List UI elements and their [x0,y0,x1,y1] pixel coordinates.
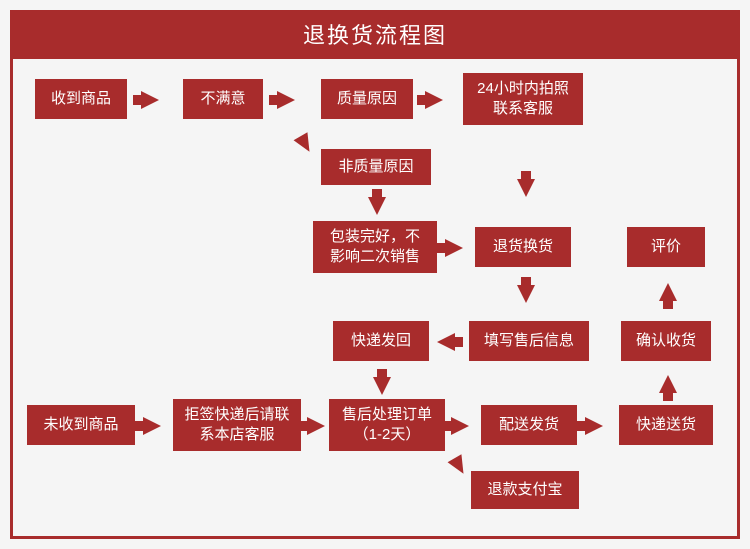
arrow-right-13 [585,417,603,435]
flowchart-frame: 退换货流程图 收到商品 不满意 质量原因 24小时内拍照联系客服非质量原因包装完好，不… [10,10,740,539]
node-confirm: 确认收货 [621,321,711,361]
node-returnexchange: 退货换货 [475,227,571,267]
flowchart-wrapper: 退换货流程图 收到商品 不满意 质量原因 24小时内拍照联系客服非质量原因包装完好，不… [0,0,750,549]
arrow-right-1 [277,91,295,109]
node-refund: 退款支付宝 [471,471,579,509]
node-sendback: 快递发回 [333,321,429,361]
arrow-down-7 [517,285,535,303]
arrow-down-5 [517,179,535,197]
arrow-down-4 [368,197,386,215]
node-unsatisfied: 不满意 [183,79,263,119]
arrow-diag-3 [294,132,317,156]
node-intact: 包装完好，不影响二次销售 [313,221,437,273]
arrow-up-14 [659,375,677,393]
node-evaluate: 评价 [627,227,705,267]
arrow-right-12 [451,417,469,435]
flowchart-canvas: 收到商品不满意质量原因24小时内拍照联系客服非质量原因包装完好，不影响二次销售退… [13,59,737,536]
node-aftersale: 售后处理订单（1-2天） [329,399,445,451]
arrow-diag-16 [448,454,471,478]
node-quality: 质量原因 [321,79,413,119]
arrow-up-15 [659,283,677,301]
node-delivery: 快递送货 [619,405,713,445]
arrow-right-11 [307,417,325,435]
arrow-right-10 [143,417,161,435]
arrow-right-2 [425,91,443,109]
arrow-left-8 [437,333,455,351]
node-fillinfo: 填写售后信息 [469,321,589,361]
arrow-right-0 [141,91,159,109]
node-nonquality: 非质量原因 [321,149,431,185]
arrow-down-9 [373,377,391,395]
flowchart-title: 退换货流程图 [13,13,737,59]
node-received: 收到商品 [35,79,127,119]
node-contact24h: 24小时内拍照联系客服 [463,73,583,125]
node-refusesign: 拒签快递后请联系本店客服 [173,399,301,451]
node-notreceived: 未收到商品 [27,405,135,445]
arrow-right-6 [445,239,463,257]
node-ship: 配送发货 [481,405,577,445]
